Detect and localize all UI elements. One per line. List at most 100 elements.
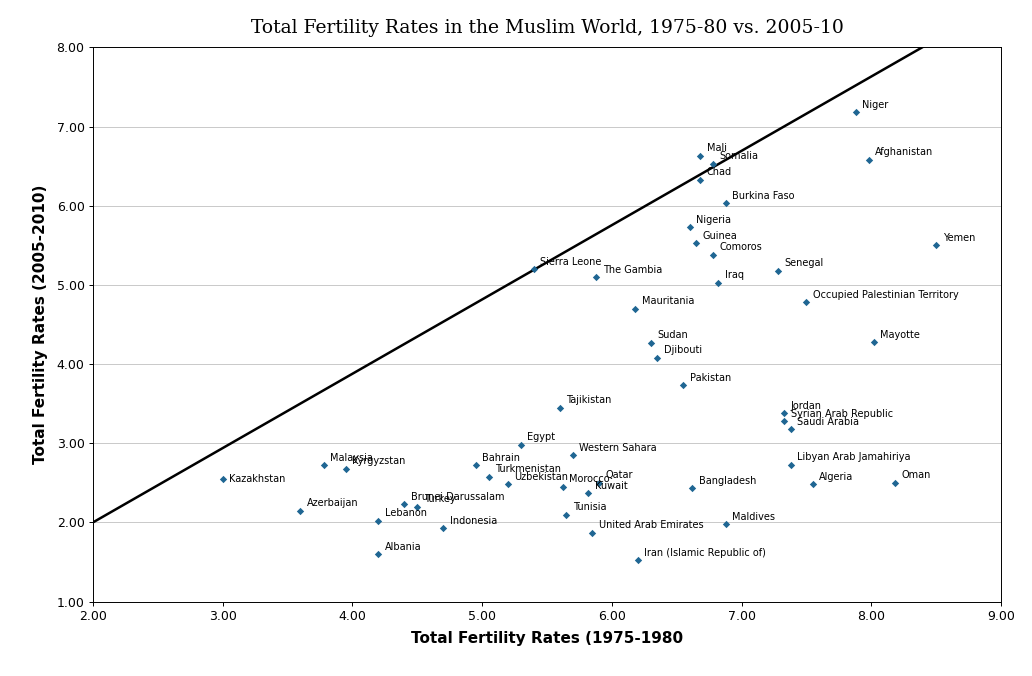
Text: Mayotte: Mayotte [880,329,921,339]
Text: Mali: Mali [707,143,727,153]
Text: Algeria: Algeria [819,472,853,482]
Point [776,408,793,418]
Point [370,516,387,527]
Text: Yemen: Yemen [942,233,975,243]
Text: Oman: Oman [901,470,931,481]
Text: Azerbaijan: Azerbaijan [307,498,358,508]
Text: Turkmenistan: Turkmenistan [495,464,561,474]
Point [626,304,643,314]
Point [710,277,727,288]
Text: Mauritania: Mauritania [642,296,695,306]
Point [370,549,387,560]
Text: Occupied Palestinian Territory: Occupied Palestinian Territory [813,290,959,300]
Point [649,352,666,363]
Point [705,249,721,260]
Point [552,402,569,413]
Point [776,416,793,427]
Point [580,488,596,499]
Text: Burkina Faso: Burkina Faso [733,191,795,201]
Point [554,481,571,492]
Text: Lebanon: Lebanon [385,508,427,518]
Y-axis label: Total Fertility Rates (2005-2010): Total Fertility Rates (2005-2010) [33,185,49,464]
Point [928,240,944,251]
Point [717,518,734,529]
Point [691,174,708,185]
Point [434,523,451,533]
Point [798,297,814,308]
Point [684,483,701,493]
Text: Bangladesh: Bangladesh [699,476,756,486]
Text: Iraq: Iraq [724,270,744,280]
Point [337,463,354,474]
Point [480,471,496,482]
Point [513,439,529,450]
Point [215,473,231,484]
Text: Iran (Islamic Republic of): Iran (Islamic Republic of) [644,548,766,558]
Point [886,477,903,488]
Text: Kuwait: Kuwait [595,481,627,491]
Text: Western Sahara: Western Sahara [579,443,657,453]
Text: Pakistan: Pakistan [689,373,731,383]
Text: The Gambia: The Gambia [603,264,662,274]
Point [691,150,708,161]
Point [590,477,607,488]
Text: Maldives: Maldives [733,512,775,522]
Text: Morocco: Morocco [569,475,610,485]
Point [558,509,575,520]
Point [316,460,332,471]
Point [688,237,705,248]
Text: Sierra Leone: Sierra Leone [541,257,602,266]
Text: Libyan Arab Jamahiriya: Libyan Arab Jamahiriya [798,452,911,462]
Text: Senegal: Senegal [784,258,824,268]
Point [861,154,877,165]
Point [584,527,601,538]
Text: Jordan: Jordan [791,401,821,411]
Point [630,555,646,566]
Point [782,459,799,470]
Point [675,380,691,391]
Point [396,499,413,510]
Point [770,265,786,276]
Text: Bahrain: Bahrain [482,453,520,463]
Text: Guinea: Guinea [703,231,738,241]
Text: Uzbekistan: Uzbekistan [515,472,569,482]
Text: Tajikistan: Tajikistan [567,395,612,405]
Point [409,501,425,512]
Text: Malaysia: Malaysia [330,453,374,463]
Point [681,222,698,233]
Text: Kyrgyzstan: Kyrgyzstan [352,456,406,466]
Point [705,158,721,169]
Point [643,337,659,348]
Point [588,272,605,283]
Text: Niger: Niger [862,100,889,110]
Text: Comoros: Comoros [719,243,763,252]
X-axis label: Total Fertility Rates (1975-1980: Total Fertility Rates (1975-1980 [411,631,683,646]
Text: Albania: Albania [385,541,421,552]
Point [805,479,821,490]
Text: Syrian Arab Republic: Syrian Arab Republic [791,409,893,418]
Point [565,450,581,460]
Text: Tunisia: Tunisia [573,502,607,512]
Text: Saudi Arabia: Saudi Arabia [798,416,860,427]
Text: Djibouti: Djibouti [664,345,702,356]
Point [782,424,799,435]
Point [866,337,882,347]
Text: Chad: Chad [707,167,732,177]
Text: Turkey: Turkey [424,494,455,504]
Point [717,198,734,209]
Text: Qatar: Qatar [606,470,633,481]
Text: Kazakhstan: Kazakhstan [229,474,286,484]
Text: Afghanistan: Afghanistan [875,147,934,158]
Point [525,264,542,274]
Point [292,505,309,516]
Text: Nigeria: Nigeria [697,215,731,224]
Point [847,107,864,118]
Text: Brunei Darussalam: Brunei Darussalam [411,492,505,502]
Point [499,479,516,490]
Text: Indonesia: Indonesia [450,516,496,526]
Point [467,460,484,471]
Text: Egypt: Egypt [527,433,555,443]
Title: Total Fertility Rates in the Muslim World, 1975-80 vs. 2005-10: Total Fertility Rates in the Muslim Worl… [251,20,843,37]
Text: United Arab Emirates: United Arab Emirates [599,521,704,531]
Text: Somalia: Somalia [719,151,759,162]
